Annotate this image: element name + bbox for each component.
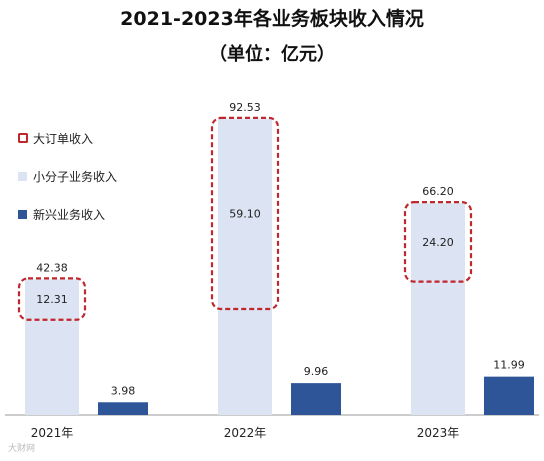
chart-title: 2021-2023年各业务板块收入情况: [120, 8, 424, 30]
bar-small-order-2: [218, 118, 272, 416]
legend-label-small-order: 小分子业务收入: [33, 169, 118, 184]
watermark: 大财网: [8, 444, 36, 454]
label-big-order-2: 59.10: [229, 207, 261, 220]
bar-emerging-3: [484, 376, 534, 415]
big-order-box-2: [210, 116, 280, 311]
label-big-order-3: 24.20: [422, 236, 454, 249]
bar-emerging-2: [291, 383, 341, 415]
category-label-2: 2022年: [224, 426, 267, 440]
legend-item-small-order: 小分子业务收入: [18, 166, 117, 186]
legend-item-emerging: 新兴业务收入: [18, 204, 105, 224]
big-order-box-1: [17, 277, 87, 321]
legend-label-emerging: 新兴业务收入: [33, 207, 106, 222]
big-order-box-3: [403, 201, 473, 283]
category-label-1: 2021年: [31, 426, 74, 440]
legend-emerging-swatch: [18, 209, 27, 219]
label-emerging-1: 3.98: [111, 384, 136, 397]
bar-emerging-1: [98, 402, 148, 415]
bar-small-order-1: [25, 279, 79, 415]
chart-subtitle: （单位：亿元）: [209, 44, 335, 65]
legend-item-big-order: 大订单收入: [18, 128, 93, 148]
label-emerging-2: 9.96: [304, 365, 329, 378]
label-small-order-1: 42.38: [36, 261, 68, 274]
label-emerging-3: 11.99: [493, 359, 525, 372]
legend-small-order-swatch: [18, 171, 27, 181]
label-small-order-2: 92.53: [229, 101, 261, 114]
category-label-3: 2023年: [417, 426, 460, 440]
legend-big-order-marker: [18, 133, 28, 143]
label-big-order-1: 12.31: [36, 293, 68, 306]
label-small-order-3: 66.20: [422, 185, 454, 198]
legend-label-big-order: 大订单收入: [33, 131, 94, 146]
bar-small-order-3: [411, 203, 465, 415]
